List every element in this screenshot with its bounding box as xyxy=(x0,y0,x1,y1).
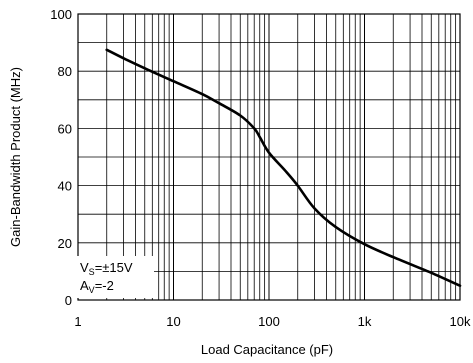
y-tick-label: 80 xyxy=(58,64,72,79)
x-tick-labels: 1 10 100 1k 10k xyxy=(74,314,471,329)
y-tick-label: 40 xyxy=(58,179,72,194)
x-tick-label: 1k xyxy=(358,314,372,329)
supply-voltage-label: VS=±15V xyxy=(80,260,133,277)
x-axis-label: Load Capacitance (pF) xyxy=(201,342,333,357)
y-tick-label: 0 xyxy=(65,293,72,308)
x-tick-label: 100 xyxy=(258,314,280,329)
y-tick-label: 100 xyxy=(50,7,72,22)
x-tick-label: 10k xyxy=(450,314,471,329)
y-axis-label: Gain-Bandwidth Product (MHz) xyxy=(8,67,23,247)
y-tick-label: 20 xyxy=(58,236,72,251)
gain-label: AV=-2 xyxy=(80,278,114,295)
y-tick-labels: 0 20 40 60 80 100 xyxy=(50,7,72,308)
gbw-curve xyxy=(107,50,460,286)
x-tick-label: 10 xyxy=(166,314,180,329)
x-tick-label: 1 xyxy=(74,314,81,329)
y-tick-label: 60 xyxy=(58,121,72,136)
